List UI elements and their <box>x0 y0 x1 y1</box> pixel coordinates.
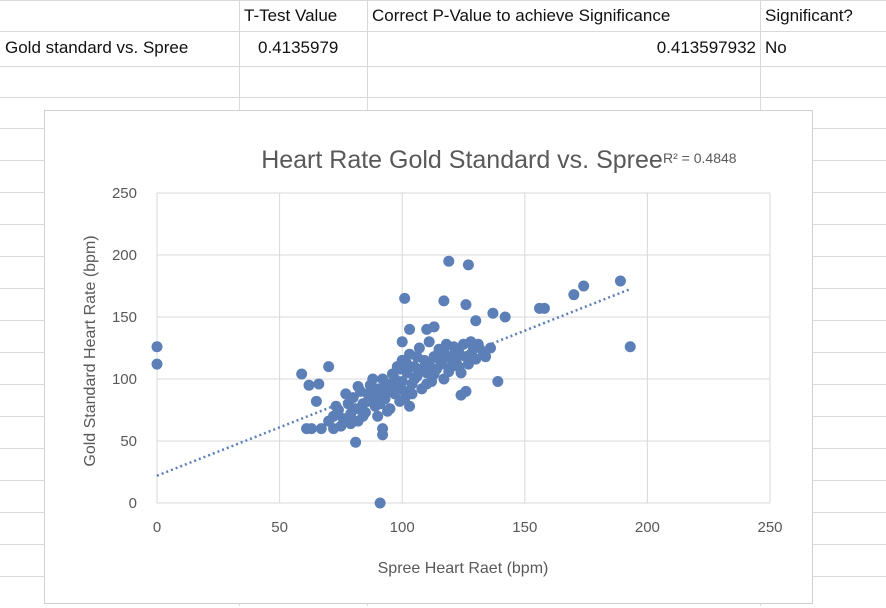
data-point <box>313 378 325 390</box>
data-point <box>413 342 425 354</box>
chart-title: Heart Rate Gold Standard vs. Spree <box>261 146 663 174</box>
data-point <box>151 341 163 353</box>
data-point <box>399 292 411 304</box>
y-tick-label: 250 <box>112 185 137 202</box>
data-point <box>367 373 379 385</box>
data-point <box>408 373 420 385</box>
header-pvalue[interactable]: Correct P-Value to achieve Significance <box>372 6 671 25</box>
data-point <box>492 375 504 387</box>
data-point <box>369 385 381 397</box>
data-point <box>404 323 416 335</box>
data-point <box>453 361 465 373</box>
data-point <box>568 289 580 301</box>
y-tick-label: 100 <box>112 371 137 388</box>
data-point <box>487 307 499 319</box>
data-point <box>499 311 511 323</box>
data-point <box>357 410 369 422</box>
data-point <box>340 388 352 400</box>
data-point <box>389 373 401 385</box>
data-point <box>381 405 393 417</box>
data-point <box>578 280 590 292</box>
data-point <box>421 378 433 390</box>
data-point <box>303 379 315 391</box>
chart-svg: Heart Rate Gold Standard vs. Spree R² = … <box>82 146 783 577</box>
pvalue-value[interactable]: 0.413597932 <box>656 38 756 57</box>
data-point <box>460 385 472 397</box>
data-point <box>372 410 384 422</box>
data-point <box>396 336 408 348</box>
data-point <box>151 358 163 370</box>
data-point <box>305 423 317 435</box>
y-tick-label: 200 <box>112 247 137 264</box>
data-point <box>377 429 389 441</box>
data-point <box>401 358 413 370</box>
data-point <box>352 380 364 392</box>
data-point <box>460 299 472 311</box>
y-tick-label: 50 <box>120 433 137 450</box>
y-tick-label: 0 <box>129 495 137 512</box>
data-point <box>350 436 362 448</box>
data-point <box>462 259 474 271</box>
y-tick-label: 150 <box>112 309 137 326</box>
data-point <box>323 415 335 427</box>
data-point <box>323 361 335 373</box>
row-label[interactable]: Gold standard vs. Spree <box>5 38 189 57</box>
data-point <box>443 366 455 378</box>
data-point <box>411 351 423 363</box>
x-axis-title: Spree Heart Raet (bpm) <box>378 560 549 577</box>
data-point <box>423 336 435 348</box>
data-point <box>438 295 450 307</box>
x-tick-label: 100 <box>390 519 415 536</box>
y-axis-title: Gold Standard Heart Rate (bpm) <box>82 235 99 466</box>
header-ttest[interactable]: T-Test Value <box>244 6 338 25</box>
data-point <box>315 423 327 435</box>
x-tick-label: 50 <box>271 519 288 536</box>
data-point <box>335 420 347 432</box>
ttest-value[interactable]: 0.4135979 <box>258 38 339 57</box>
data-point <box>470 315 482 327</box>
data-point <box>614 275 626 287</box>
data-point <box>484 342 496 354</box>
x-tick-label: 250 <box>757 519 782 536</box>
data-point <box>386 383 398 395</box>
data-point <box>406 388 418 400</box>
significant-value[interactable]: No <box>765 38 787 57</box>
data-point <box>310 395 322 407</box>
data-point <box>345 418 357 430</box>
x-tick-label: 200 <box>635 519 660 536</box>
data-point <box>296 368 308 380</box>
data-point <box>362 395 374 407</box>
data-point <box>470 353 482 365</box>
data-point <box>428 321 440 333</box>
data-point <box>624 341 636 353</box>
data-point <box>374 398 386 410</box>
x-tick-label: 150 <box>512 519 537 536</box>
data-point <box>428 368 440 380</box>
data-point <box>538 302 550 314</box>
data-point <box>443 255 455 267</box>
data-point <box>438 346 450 358</box>
header-significant[interactable]: Significant? <box>765 6 853 25</box>
data-point <box>374 497 386 509</box>
r-squared-label: R² = 0.4848 <box>663 150 737 166</box>
scatter-chart[interactable]: Heart Rate Gold Standard vs. Spree R² = … <box>44 110 813 604</box>
x-tick-label: 0 <box>153 519 161 536</box>
